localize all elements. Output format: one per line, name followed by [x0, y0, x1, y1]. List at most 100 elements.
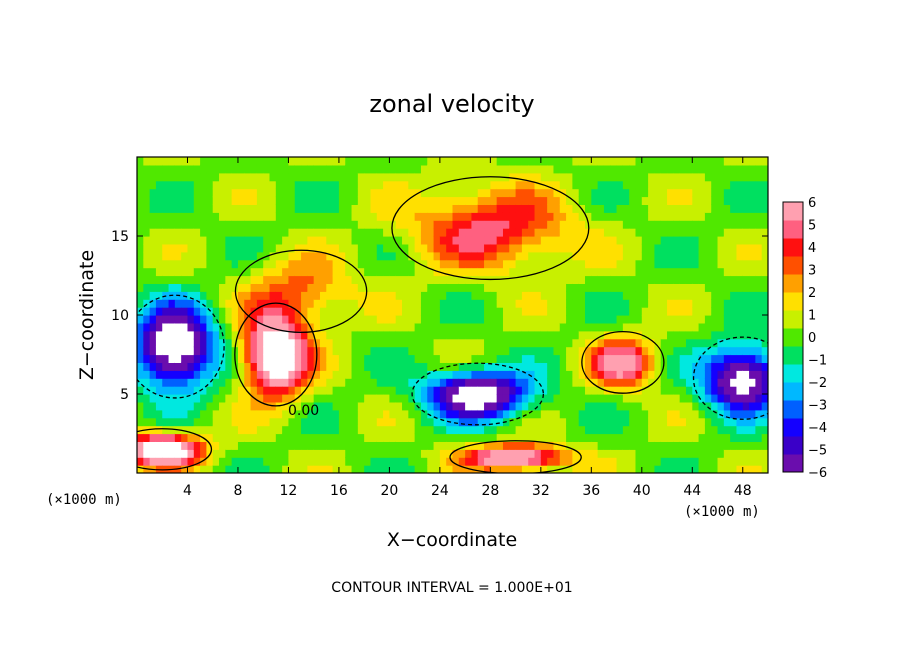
field-cell — [622, 354, 630, 363]
field-cell — [427, 441, 435, 450]
field-cell — [307, 299, 315, 308]
field-cell — [490, 386, 498, 395]
field-cell — [685, 386, 693, 395]
field-cell — [572, 433, 580, 442]
field-cell — [433, 457, 441, 466]
field-cell — [591, 346, 599, 356]
field-cell — [458, 220, 466, 229]
field-cell — [212, 307, 220, 316]
field-cell — [660, 172, 668, 182]
field-cell — [149, 243, 157, 253]
field-cell — [673, 212, 681, 221]
field-cell — [383, 322, 390, 332]
field-cell — [269, 417, 277, 427]
field-cell — [622, 267, 630, 277]
field-cell — [484, 196, 491, 205]
field-cell — [294, 251, 302, 261]
field-cell — [383, 172, 390, 182]
field-cell — [502, 251, 510, 261]
field-cell — [528, 457, 536, 466]
field-cell — [761, 457, 768, 466]
field-cell — [288, 220, 296, 229]
field-cell — [578, 449, 586, 458]
field-cell — [471, 228, 479, 237]
field-cell — [155, 180, 163, 190]
field-cell — [477, 449, 485, 458]
field-cell — [566, 212, 573, 221]
field-cell — [566, 370, 573, 379]
field-cell — [553, 449, 561, 458]
field-cell — [263, 417, 271, 427]
field-cell — [446, 330, 454, 340]
field-cell — [301, 370, 308, 379]
field-cell — [389, 291, 397, 300]
field-cell — [219, 394, 226, 403]
field-cell — [389, 330, 397, 340]
field-cell — [755, 220, 763, 229]
field-cell — [509, 322, 517, 332]
field-cell — [559, 354, 567, 363]
field-cell — [357, 386, 365, 395]
field-cell — [269, 307, 277, 316]
field-cell — [408, 386, 416, 395]
field-cell — [761, 228, 768, 237]
field-cell — [402, 204, 409, 213]
field-cell — [654, 164, 662, 174]
field-cell — [540, 291, 548, 300]
field-cell — [698, 275, 706, 284]
field-cell — [742, 457, 750, 466]
field-cell — [332, 362, 340, 371]
field-cell — [231, 275, 239, 284]
field-cell — [509, 370, 517, 379]
field-cell — [345, 386, 353, 395]
field-cell — [509, 180, 517, 190]
field-cell — [547, 322, 555, 332]
field-cell — [559, 401, 567, 411]
field-cell — [206, 275, 214, 284]
field-cell — [761, 267, 768, 277]
field-cell — [414, 441, 422, 450]
field-cell — [585, 267, 592, 277]
field-cell — [307, 243, 315, 253]
field-cell — [547, 354, 555, 363]
field-cell — [521, 417, 529, 427]
field-cell — [471, 417, 479, 427]
field-cell — [174, 196, 182, 205]
field-cell — [591, 275, 599, 284]
field-cell — [168, 346, 176, 356]
field-cell — [761, 330, 768, 340]
field-cell — [553, 378, 561, 387]
field-cell — [761, 220, 768, 229]
field-cell — [319, 394, 327, 403]
field-cell — [181, 322, 189, 332]
field-cell — [427, 362, 435, 371]
field-cell — [509, 307, 517, 316]
field-cell — [629, 457, 637, 466]
field-cell — [679, 409, 687, 419]
field-cell — [414, 315, 422, 324]
field-cell — [566, 417, 573, 427]
field-cell — [547, 220, 555, 229]
field-cell — [357, 243, 365, 253]
field-cell — [641, 307, 649, 316]
field-cell — [446, 283, 454, 292]
field-cell — [313, 196, 321, 205]
field-cell — [742, 204, 750, 213]
field-cell — [231, 338, 239, 348]
field-cell — [408, 457, 416, 466]
field-cell — [761, 157, 768, 166]
field-cell — [294, 267, 302, 277]
field-cell — [263, 188, 271, 198]
field-cell — [143, 291, 151, 300]
field-cell — [143, 370, 151, 379]
field-cell — [143, 338, 151, 348]
field-cell — [319, 212, 327, 221]
field-cell — [149, 196, 157, 205]
field-cell — [376, 386, 384, 395]
field-cell — [301, 164, 308, 174]
field-cell — [250, 346, 258, 356]
field-cell — [200, 362, 208, 371]
field-cell — [168, 180, 176, 190]
field-cell — [181, 338, 189, 348]
field-cell — [433, 362, 441, 371]
